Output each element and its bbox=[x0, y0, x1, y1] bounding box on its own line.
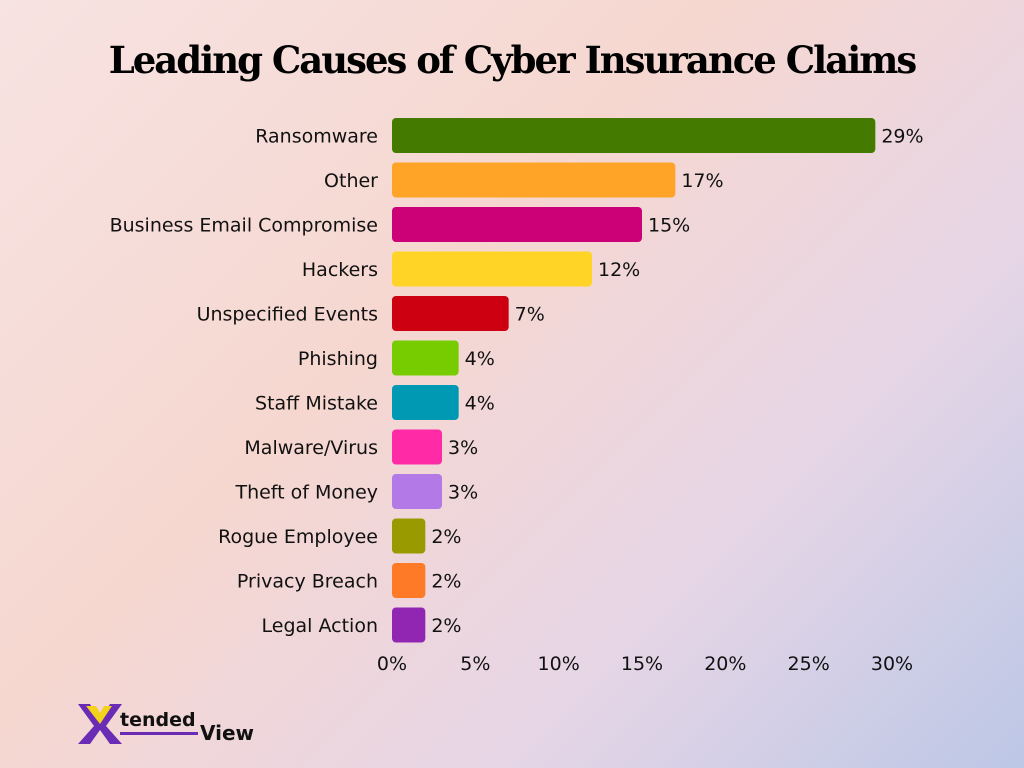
xtendedview-logo: tended View bbox=[78, 704, 254, 745]
value-label: 2% bbox=[431, 571, 461, 593]
category-label: Rogue Employee bbox=[218, 526, 378, 548]
value-label: 12% bbox=[598, 259, 640, 281]
value-label: 2% bbox=[431, 615, 461, 637]
bar bbox=[392, 607, 426, 643]
bar bbox=[392, 118, 876, 153]
x-tick-label: 25% bbox=[788, 653, 830, 675]
value-label: 4% bbox=[465, 393, 495, 415]
category-label: Malware/Virus bbox=[244, 437, 378, 459]
value-label: 15% bbox=[648, 215, 690, 237]
chart-title: Leading Causes of Cyber Insurance Claims bbox=[108, 38, 918, 82]
value-label: 7% bbox=[515, 304, 545, 326]
bar bbox=[392, 251, 592, 287]
bar bbox=[392, 207, 642, 242]
bar bbox=[392, 340, 459, 376]
bar bbox=[392, 429, 442, 465]
category-label: Hackers bbox=[302, 259, 378, 281]
x-tick-label: 30% bbox=[871, 653, 913, 675]
category-label: Theft of Money bbox=[234, 482, 378, 504]
x-tick-label: 20% bbox=[704, 653, 746, 675]
svg-text:tended: tended bbox=[120, 709, 196, 731]
x-tick-label: 0% bbox=[377, 653, 407, 675]
bar bbox=[392, 474, 442, 509]
bar-chart: Ransomware 29% Other 17% Business Email Comp… bbox=[110, 118, 924, 675]
value-label: 17% bbox=[681, 170, 723, 192]
bar bbox=[392, 296, 509, 331]
category-label: Phishing bbox=[298, 348, 378, 370]
bar bbox=[392, 162, 676, 198]
category-label: Staff Mistake bbox=[255, 393, 378, 415]
value-label: 3% bbox=[448, 482, 478, 504]
bar bbox=[392, 518, 426, 554]
bar bbox=[392, 563, 426, 598]
category-label: Other bbox=[324, 170, 378, 192]
svg-text:View: View bbox=[200, 721, 254, 745]
category-label: Unspecified Events bbox=[197, 304, 378, 326]
bar bbox=[392, 385, 459, 420]
category-label: Privacy Breach bbox=[237, 571, 378, 593]
category-label: Business Email Compromise bbox=[110, 215, 378, 237]
category-label: Legal Action bbox=[262, 615, 378, 637]
x-tick-label: 5% bbox=[460, 653, 490, 675]
x-tick-label: 15% bbox=[621, 653, 663, 675]
value-label: 4% bbox=[465, 348, 495, 370]
value-label: 3% bbox=[448, 437, 478, 459]
value-label: 2% bbox=[431, 526, 461, 548]
category-label: Ransomware bbox=[255, 126, 378, 148]
value-label: 29% bbox=[881, 126, 923, 148]
x-tick-label: 10% bbox=[538, 653, 580, 675]
